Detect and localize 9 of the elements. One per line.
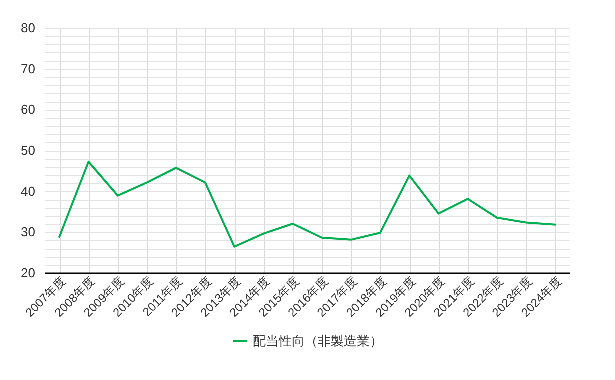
y-tick-label: 30 [21, 224, 36, 240]
y-tick-label: 40 [21, 184, 36, 199]
y-tick-label: 80 [21, 20, 36, 36]
legend-label: 配当性向（非製造業） [253, 334, 383, 348]
y-tick-label: 70 [21, 61, 36, 76]
y-tick-label: 20 [21, 266, 36, 280]
line-series [58, 160, 556, 248]
y-tick-label: 60 [21, 102, 36, 118]
y-tick-label: 50 [21, 143, 36, 158]
